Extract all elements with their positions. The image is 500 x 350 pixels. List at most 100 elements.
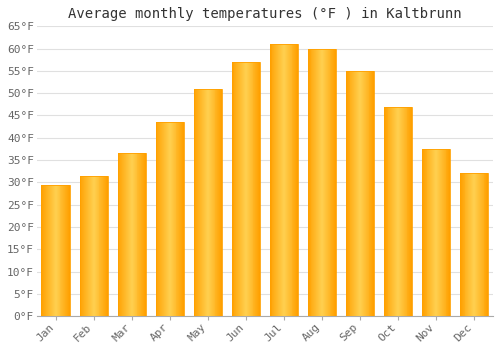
Bar: [46, 184, 47, 316]
Bar: [132, 153, 134, 316]
Bar: [392, 106, 393, 316]
Bar: [156, 122, 158, 316]
Bar: [208, 89, 209, 316]
Bar: [361, 71, 362, 316]
Bar: [53, 184, 54, 316]
Bar: [80, 176, 82, 316]
Bar: [239, 62, 240, 316]
Bar: [236, 62, 238, 316]
Bar: [86, 176, 87, 316]
Bar: [324, 49, 325, 316]
Bar: [292, 44, 294, 316]
Bar: [464, 173, 466, 316]
Bar: [462, 173, 464, 316]
Bar: [48, 184, 49, 316]
Bar: [435, 149, 436, 316]
Bar: [428, 149, 430, 316]
Bar: [372, 71, 374, 316]
Bar: [232, 62, 260, 316]
Bar: [241, 62, 242, 316]
Bar: [330, 49, 332, 316]
Bar: [276, 44, 277, 316]
Bar: [124, 153, 125, 316]
Bar: [297, 44, 298, 316]
Bar: [284, 44, 285, 316]
Bar: [397, 106, 398, 316]
Bar: [355, 71, 356, 316]
Bar: [127, 153, 128, 316]
Bar: [91, 176, 92, 316]
Bar: [322, 49, 323, 316]
Bar: [242, 62, 243, 316]
Bar: [94, 176, 96, 316]
Bar: [290, 44, 292, 316]
Bar: [368, 71, 370, 316]
Bar: [58, 184, 59, 316]
Bar: [282, 44, 283, 316]
Bar: [92, 176, 93, 316]
Bar: [55, 184, 56, 316]
Bar: [162, 122, 163, 316]
Bar: [42, 184, 70, 316]
Bar: [357, 71, 358, 316]
Bar: [258, 62, 259, 316]
Bar: [436, 149, 437, 316]
Bar: [359, 71, 360, 316]
Bar: [118, 153, 120, 316]
Bar: [286, 44, 287, 316]
Bar: [118, 153, 146, 316]
Bar: [158, 122, 160, 316]
Bar: [143, 153, 144, 316]
Bar: [170, 122, 171, 316]
Bar: [325, 49, 326, 316]
Bar: [245, 62, 246, 316]
Bar: [390, 106, 392, 316]
Bar: [165, 122, 166, 316]
Bar: [332, 49, 334, 316]
Bar: [334, 49, 335, 316]
Bar: [203, 89, 204, 316]
Bar: [466, 173, 468, 316]
Bar: [274, 44, 276, 316]
Bar: [164, 122, 165, 316]
Bar: [438, 149, 439, 316]
Bar: [308, 49, 336, 316]
Bar: [285, 44, 286, 316]
Bar: [106, 176, 107, 316]
Bar: [404, 106, 406, 316]
Bar: [218, 89, 220, 316]
Bar: [88, 176, 89, 316]
Bar: [482, 173, 484, 316]
Bar: [216, 89, 218, 316]
Bar: [317, 49, 318, 316]
Bar: [356, 71, 357, 316]
Bar: [142, 153, 143, 316]
Bar: [168, 122, 169, 316]
Bar: [259, 62, 260, 316]
Bar: [221, 89, 222, 316]
Bar: [138, 153, 140, 316]
Bar: [50, 184, 51, 316]
Bar: [96, 176, 98, 316]
Bar: [477, 173, 478, 316]
Bar: [90, 176, 91, 316]
Bar: [194, 89, 196, 316]
Bar: [486, 173, 488, 316]
Bar: [174, 122, 176, 316]
Bar: [384, 106, 386, 316]
Bar: [247, 62, 248, 316]
Bar: [82, 176, 84, 316]
Bar: [308, 49, 310, 316]
Bar: [395, 106, 396, 316]
Bar: [326, 49, 328, 316]
Bar: [105, 176, 106, 316]
Bar: [321, 49, 322, 316]
Bar: [408, 106, 410, 316]
Bar: [393, 106, 394, 316]
Bar: [144, 153, 145, 316]
Bar: [238, 62, 239, 316]
Bar: [214, 89, 216, 316]
Bar: [68, 184, 69, 316]
Bar: [134, 153, 136, 316]
Bar: [460, 173, 462, 316]
